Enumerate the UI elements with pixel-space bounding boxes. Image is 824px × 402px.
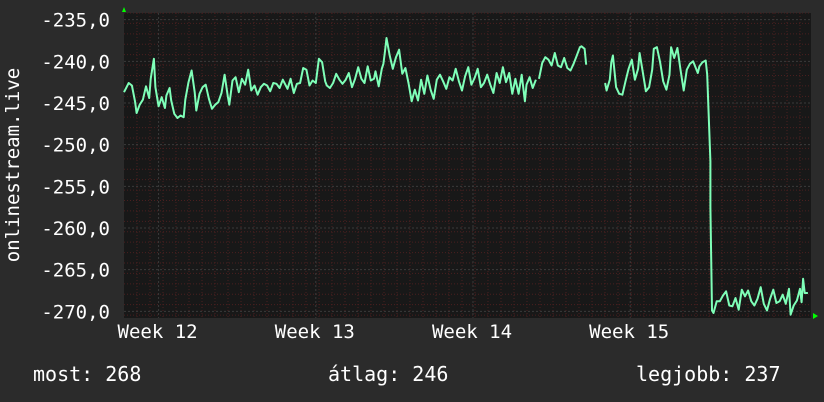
y-tick-label: -245,0 — [41, 93, 110, 115]
x-tick-label: Week 14 — [432, 321, 512, 343]
y-tick-label: -250,0 — [41, 135, 110, 157]
x-axis-arrow-icon — [813, 313, 818, 319]
series-line — [123, 37, 537, 119]
series-line — [604, 46, 808, 316]
x-axis-ticks: Week 12 Week 13 Week 14 Week 15 — [118, 321, 670, 343]
stat-current: most: 268 — [33, 362, 142, 386]
series-line — [538, 45, 588, 79]
y-axis-arrow-icon — [122, 7, 126, 12]
y-tick-label: -265,0 — [41, 260, 110, 282]
plot-area — [124, 13, 811, 318]
grid — [124, 12, 811, 318]
x-tick-label: Week 12 — [118, 321, 198, 343]
stat-average: átlag: 246 — [328, 362, 449, 386]
y-tick-label: -240,0 — [41, 51, 110, 73]
x-tick-label: Week 15 — [589, 321, 669, 343]
y-tick-label: -260,0 — [41, 218, 110, 240]
x-tick-label: Week 13 — [275, 321, 355, 343]
y-axis-ticks: -235,0 -240,0 -245,0 -250,0 -255,0 -260,0 -265… — [41, 10, 110, 324]
series-group — [123, 37, 808, 316]
y-tick-label: -255,0 — [41, 176, 110, 198]
y-tick-label: -235,0 — [41, 10, 110, 32]
y-axis-label: onlinestream.live — [2, 68, 24, 262]
y-tick-label: -270,0 — [41, 301, 110, 323]
stat-best: legjobb: 237 — [636, 362, 781, 386]
